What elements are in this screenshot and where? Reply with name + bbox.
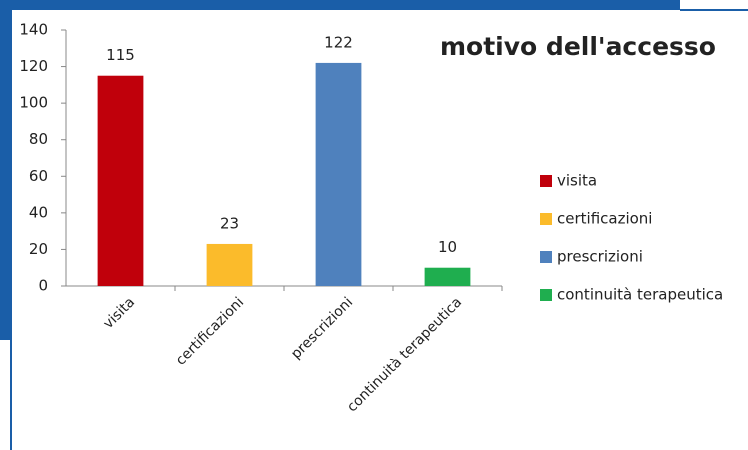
x-tick-label: continuità terapeutica [344,294,465,415]
frame-top [0,0,680,10]
legend-label: continuità terapeutica [557,286,723,304]
x-tick-label: visita [100,294,138,332]
y-tick-label: 100 [19,94,48,112]
frame-left [0,0,12,340]
x-tick-label: prescrizioni [288,294,356,362]
chart-title: motivo dell'accesso [440,32,716,61]
value-label: 23 [220,214,239,232]
legend-swatch [540,289,552,301]
legend-label: prescrizioni [557,248,643,266]
y-tick-label: 60 [29,167,48,185]
legend-swatch [540,175,552,187]
value-label: 115 [106,46,135,64]
bar [424,267,471,286]
y-tick-label: 0 [38,277,48,295]
value-label: 122 [324,33,353,51]
y-tick-label: 140 [19,21,48,39]
legend-swatch [540,213,552,225]
y-tick-label: 20 [29,240,48,258]
y-tick-label: 40 [29,203,48,221]
bar [206,243,253,286]
legend-label: visita [557,172,597,190]
legend-label: certificazioni [557,210,652,228]
y-tick-label: 80 [29,130,48,148]
legend-swatch [540,251,552,263]
bar [315,62,362,286]
x-tick-label: certificazioni [173,294,247,368]
value-label: 10 [438,238,457,256]
y-tick-label: 120 [19,57,48,75]
bar [97,75,144,286]
